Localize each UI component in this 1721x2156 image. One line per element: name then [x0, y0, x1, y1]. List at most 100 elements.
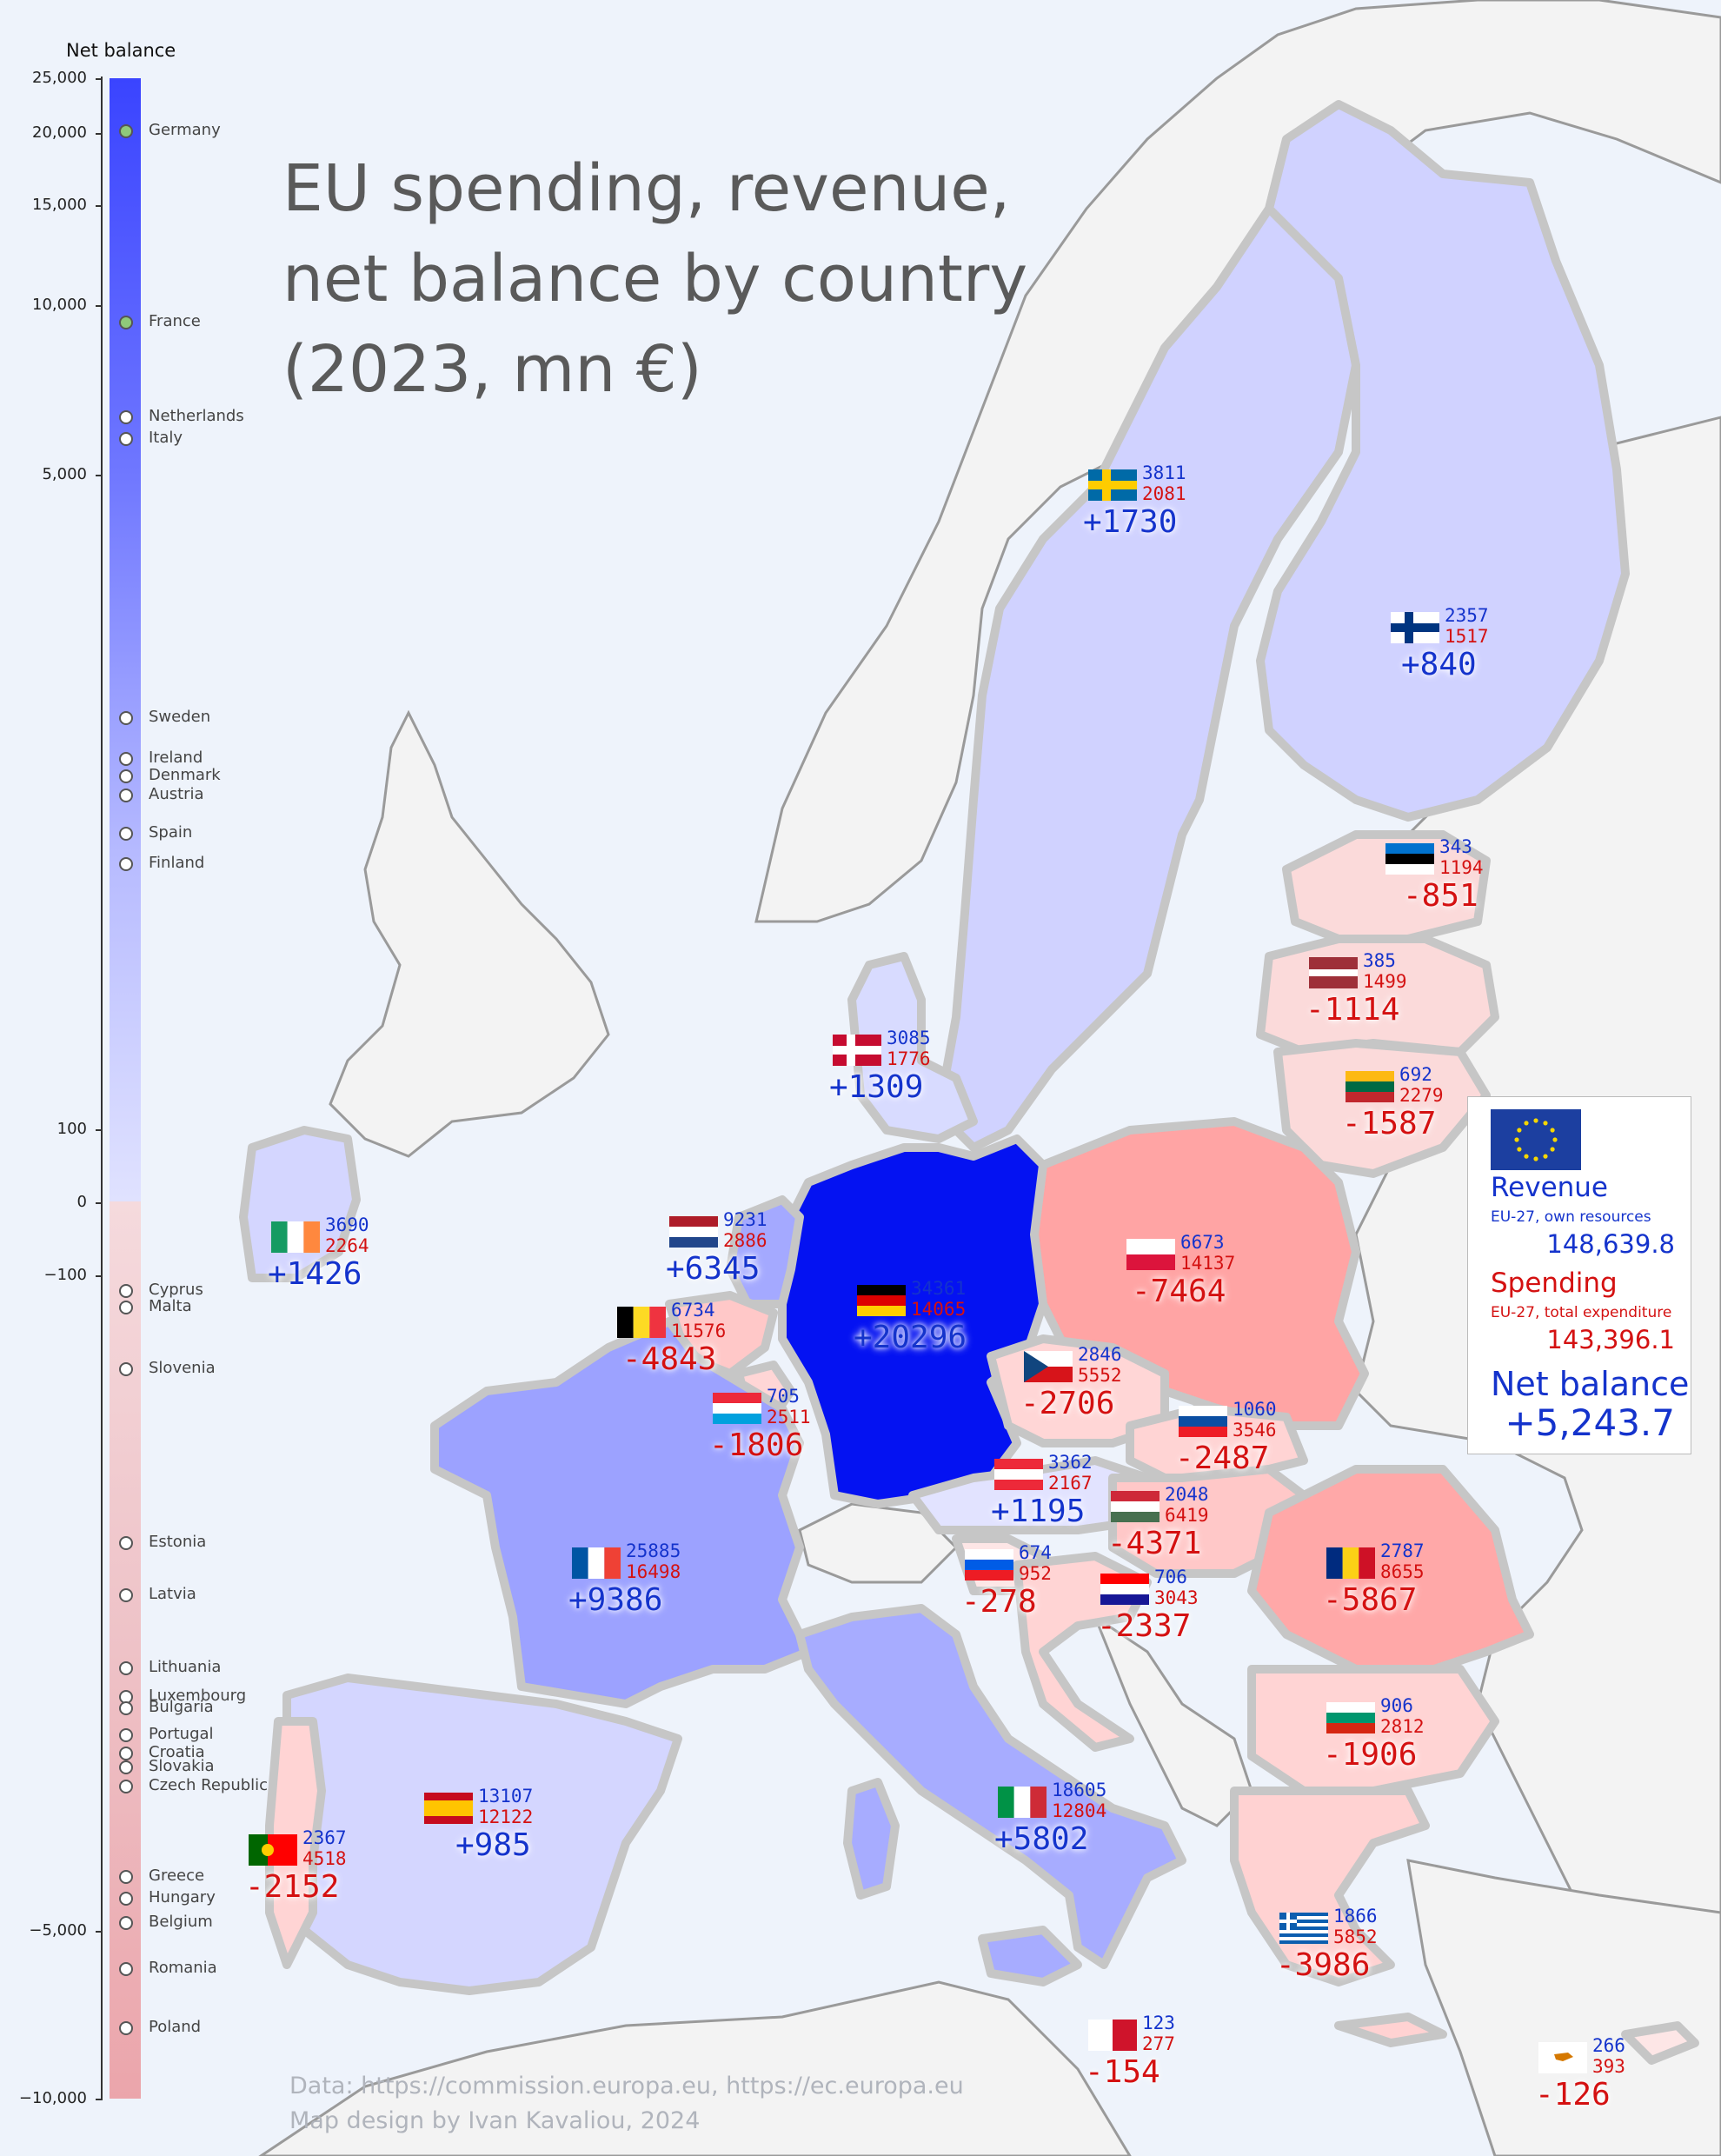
- credits-design: Map design by Ivan Kavaliou, 2024: [289, 2107, 701, 2134]
- spending-value: 4518: [302, 1848, 347, 1869]
- eu-star: [1543, 1154, 1548, 1159]
- revenue-value: 3362: [1048, 1452, 1093, 1473]
- legend-spending-title: Spending: [1491, 1268, 1618, 1299]
- scale-marker: [119, 1588, 133, 1602]
- scale-tick-label: −100: [43, 1266, 87, 1284]
- legend-net-title: Net balance: [1491, 1365, 1690, 1403]
- eu-star: [1517, 1147, 1522, 1152]
- scale-country-label: Italy: [149, 429, 183, 447]
- revenue-value: 3085: [887, 1028, 931, 1048]
- spending-value: 12122: [478, 1807, 534, 1827]
- net-balance-value: -1114: [1306, 992, 1400, 1028]
- shape-italy: [795, 1604, 1186, 1969]
- scale-marker: [119, 432, 133, 446]
- scale-marker: [119, 1892, 133, 1906]
- eu-star: [1552, 1137, 1558, 1142]
- title-line-2: net balance by country: [282, 242, 1028, 316]
- flag-czech-republic-icon: [1024, 1351, 1073, 1382]
- scale-tick-mark: [96, 78, 103, 80]
- net-balance-value: -2337: [1097, 1608, 1192, 1644]
- net-balance-value: -4843: [622, 1341, 717, 1377]
- scale-country-label: Sweden: [149, 708, 211, 726]
- shape-cyprus: [1621, 2021, 1699, 2065]
- flag-croatia-icon: [1100, 1574, 1149, 1605]
- net-balance-value: +985: [455, 1827, 531, 1863]
- spending-value: 5852: [1333, 1926, 1378, 1947]
- flag-spain-icon: [424, 1793, 473, 1824]
- eu-star: [1550, 1128, 1555, 1133]
- net-balance-value: +9386: [568, 1582, 663, 1618]
- net-balance-value: +840: [1401, 647, 1477, 682]
- scale-marker: [119, 1870, 133, 1884]
- eu-star: [1533, 1156, 1538, 1161]
- scale-tick-mark: [96, 2099, 103, 2100]
- flag-austria-icon: [994, 1459, 1043, 1490]
- scale-tick-label: 5,000: [42, 465, 87, 483]
- legend-revenue-value: 148,639.8: [1546, 1229, 1675, 1259]
- net-balance-value: -7464: [1132, 1274, 1226, 1309]
- revenue-value: 1060: [1233, 1399, 1277, 1420]
- scale-tick-label: 0: [76, 1193, 87, 1211]
- scale-marker: [119, 1284, 133, 1298]
- flag-hungary-icon: [1111, 1491, 1160, 1522]
- revenue-value: 2367: [302, 1827, 347, 1848]
- revenue-value: 266: [1592, 2035, 1625, 2056]
- title-line-3: (2023, mn €): [282, 332, 702, 407]
- revenue-value: 2787: [1380, 1540, 1425, 1561]
- spending-value: 12804: [1052, 1800, 1107, 1821]
- scale-tick-label: −5,000: [29, 1921, 87, 1940]
- scale-country-label: Cyprus: [149, 1281, 203, 1299]
- flag-luxembourg-icon: [713, 1393, 761, 1424]
- eu-star: [1543, 1121, 1548, 1126]
- flag-denmark-icon: [833, 1035, 881, 1066]
- net-balance-value: +1309: [829, 1069, 924, 1105]
- scale-country-label: Germany: [149, 121, 221, 139]
- revenue-value: 692: [1399, 1064, 1432, 1085]
- net-balance-value: -1806: [709, 1427, 804, 1463]
- flag-slovakia-icon: [1179, 1406, 1227, 1437]
- spending-value: 393: [1592, 2056, 1625, 2077]
- scale-country-label: Belgium: [149, 1913, 213, 1931]
- scale-tick-mark: [96, 1202, 103, 1204]
- scale-title: Net balance: [66, 40, 176, 61]
- scale-marker: [119, 1661, 133, 1675]
- flag-bulgaria-icon: [1326, 1702, 1375, 1733]
- spending-value: 16498: [626, 1561, 681, 1582]
- scale-country-label: Estonia: [149, 1533, 207, 1551]
- spending-value: 2812: [1380, 1716, 1425, 1737]
- scale-marker: [119, 1362, 133, 1376]
- revenue-value: 2846: [1078, 1344, 1122, 1365]
- net-balance-value: +1426: [268, 1256, 362, 1292]
- flag-cyprus-icon: [1538, 2042, 1587, 2073]
- revenue-value: 2048: [1165, 1484, 1209, 1505]
- shape-crete: [1334, 2013, 1447, 2047]
- scale-country-label: Poland: [149, 2018, 202, 2036]
- scale-negative-bar: [110, 1201, 141, 2099]
- spending-value: 3043: [1154, 1587, 1199, 1608]
- shape-estonia: [1282, 830, 1491, 943]
- flag-finland-icon: [1391, 612, 1439, 643]
- scale-tick-label: −10,000: [18, 2089, 87, 2107]
- spending-value: 2511: [767, 1407, 811, 1427]
- scale-marker: [119, 1301, 133, 1314]
- flag-latvia-icon: [1309, 957, 1358, 988]
- net-balance-value: -2706: [1020, 1386, 1115, 1421]
- spending-value: 11576: [671, 1321, 727, 1341]
- net-balance-value: -2152: [245, 1869, 340, 1905]
- revenue-value: 123: [1142, 2013, 1175, 2033]
- flag-sweden-icon: [1088, 469, 1137, 501]
- scale-marker: [119, 1760, 133, 1774]
- scale-tick-mark: [96, 1129, 103, 1131]
- scale-country-label: France: [149, 312, 201, 330]
- scale-tick-mark: [96, 133, 103, 135]
- net-balance-value: -5867: [1323, 1582, 1418, 1618]
- scale-marker: [119, 769, 133, 783]
- scale-country-label: Portugal: [149, 1725, 214, 1743]
- revenue-value: 13107: [478, 1786, 534, 1807]
- scale-country-label: Romania: [149, 1959, 217, 1977]
- scale-country-label: Denmark: [149, 766, 221, 784]
- scale-marker: [119, 410, 133, 424]
- legend-net-value: +5,243.7: [1505, 1401, 1675, 1444]
- net-balance-value: -2487: [1175, 1441, 1270, 1476]
